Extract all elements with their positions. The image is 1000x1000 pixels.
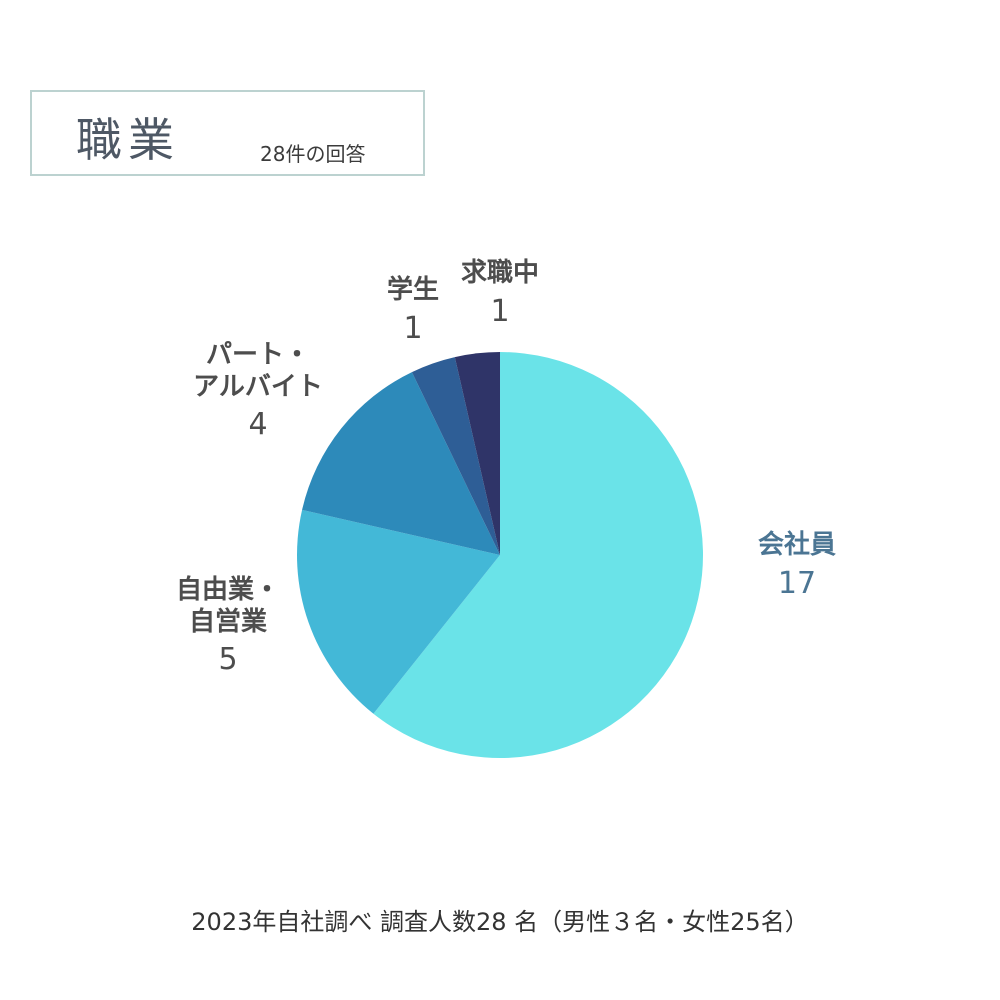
slice-label-text: 会社員 [757,530,837,560]
slice-label-line-2: アルバイト [193,371,323,402]
slice-value-label: 4 [248,407,268,443]
slice-label-line-1: パート・ [205,340,310,370]
slice-label-0: 会社員 17 [758,530,836,602]
slice-label-text: 学生 [386,275,440,305]
pie-slice-2 [302,372,500,555]
slice-value-label: 1 [490,293,510,329]
survey-footnote: 2023年自社調べ 調査人数28 名（男性３名・女性25名） [191,908,809,936]
pie-slice-1 [297,509,500,714]
pie-slices [297,352,703,758]
slice-label-4: 求職中 1 [461,258,539,330]
slice-value-label: 5 [218,642,238,678]
response-count: 28件の回答 [260,142,366,166]
slice-label-1: 自由業・ 自営業 5 [176,575,280,679]
chart-title: 職業 [76,113,180,167]
slice-value-label: 17 [777,565,817,601]
slice-label-line-1: 自由業・ [175,575,281,605]
title-box: 職業 28件の回答 [30,90,425,176]
pie-slice-3 [411,357,500,555]
slice-value-label: 1 [403,310,423,346]
slice-label-3: 学生 1 [387,275,439,347]
slice-label-2: パート・ アルバイト 4 [193,340,323,444]
slice-label-line-2: 自営業 [188,606,268,637]
pie-slice-0 [373,352,703,758]
pie-slice-4 [454,352,500,555]
slice-label-text: 求職中 [460,258,540,288]
